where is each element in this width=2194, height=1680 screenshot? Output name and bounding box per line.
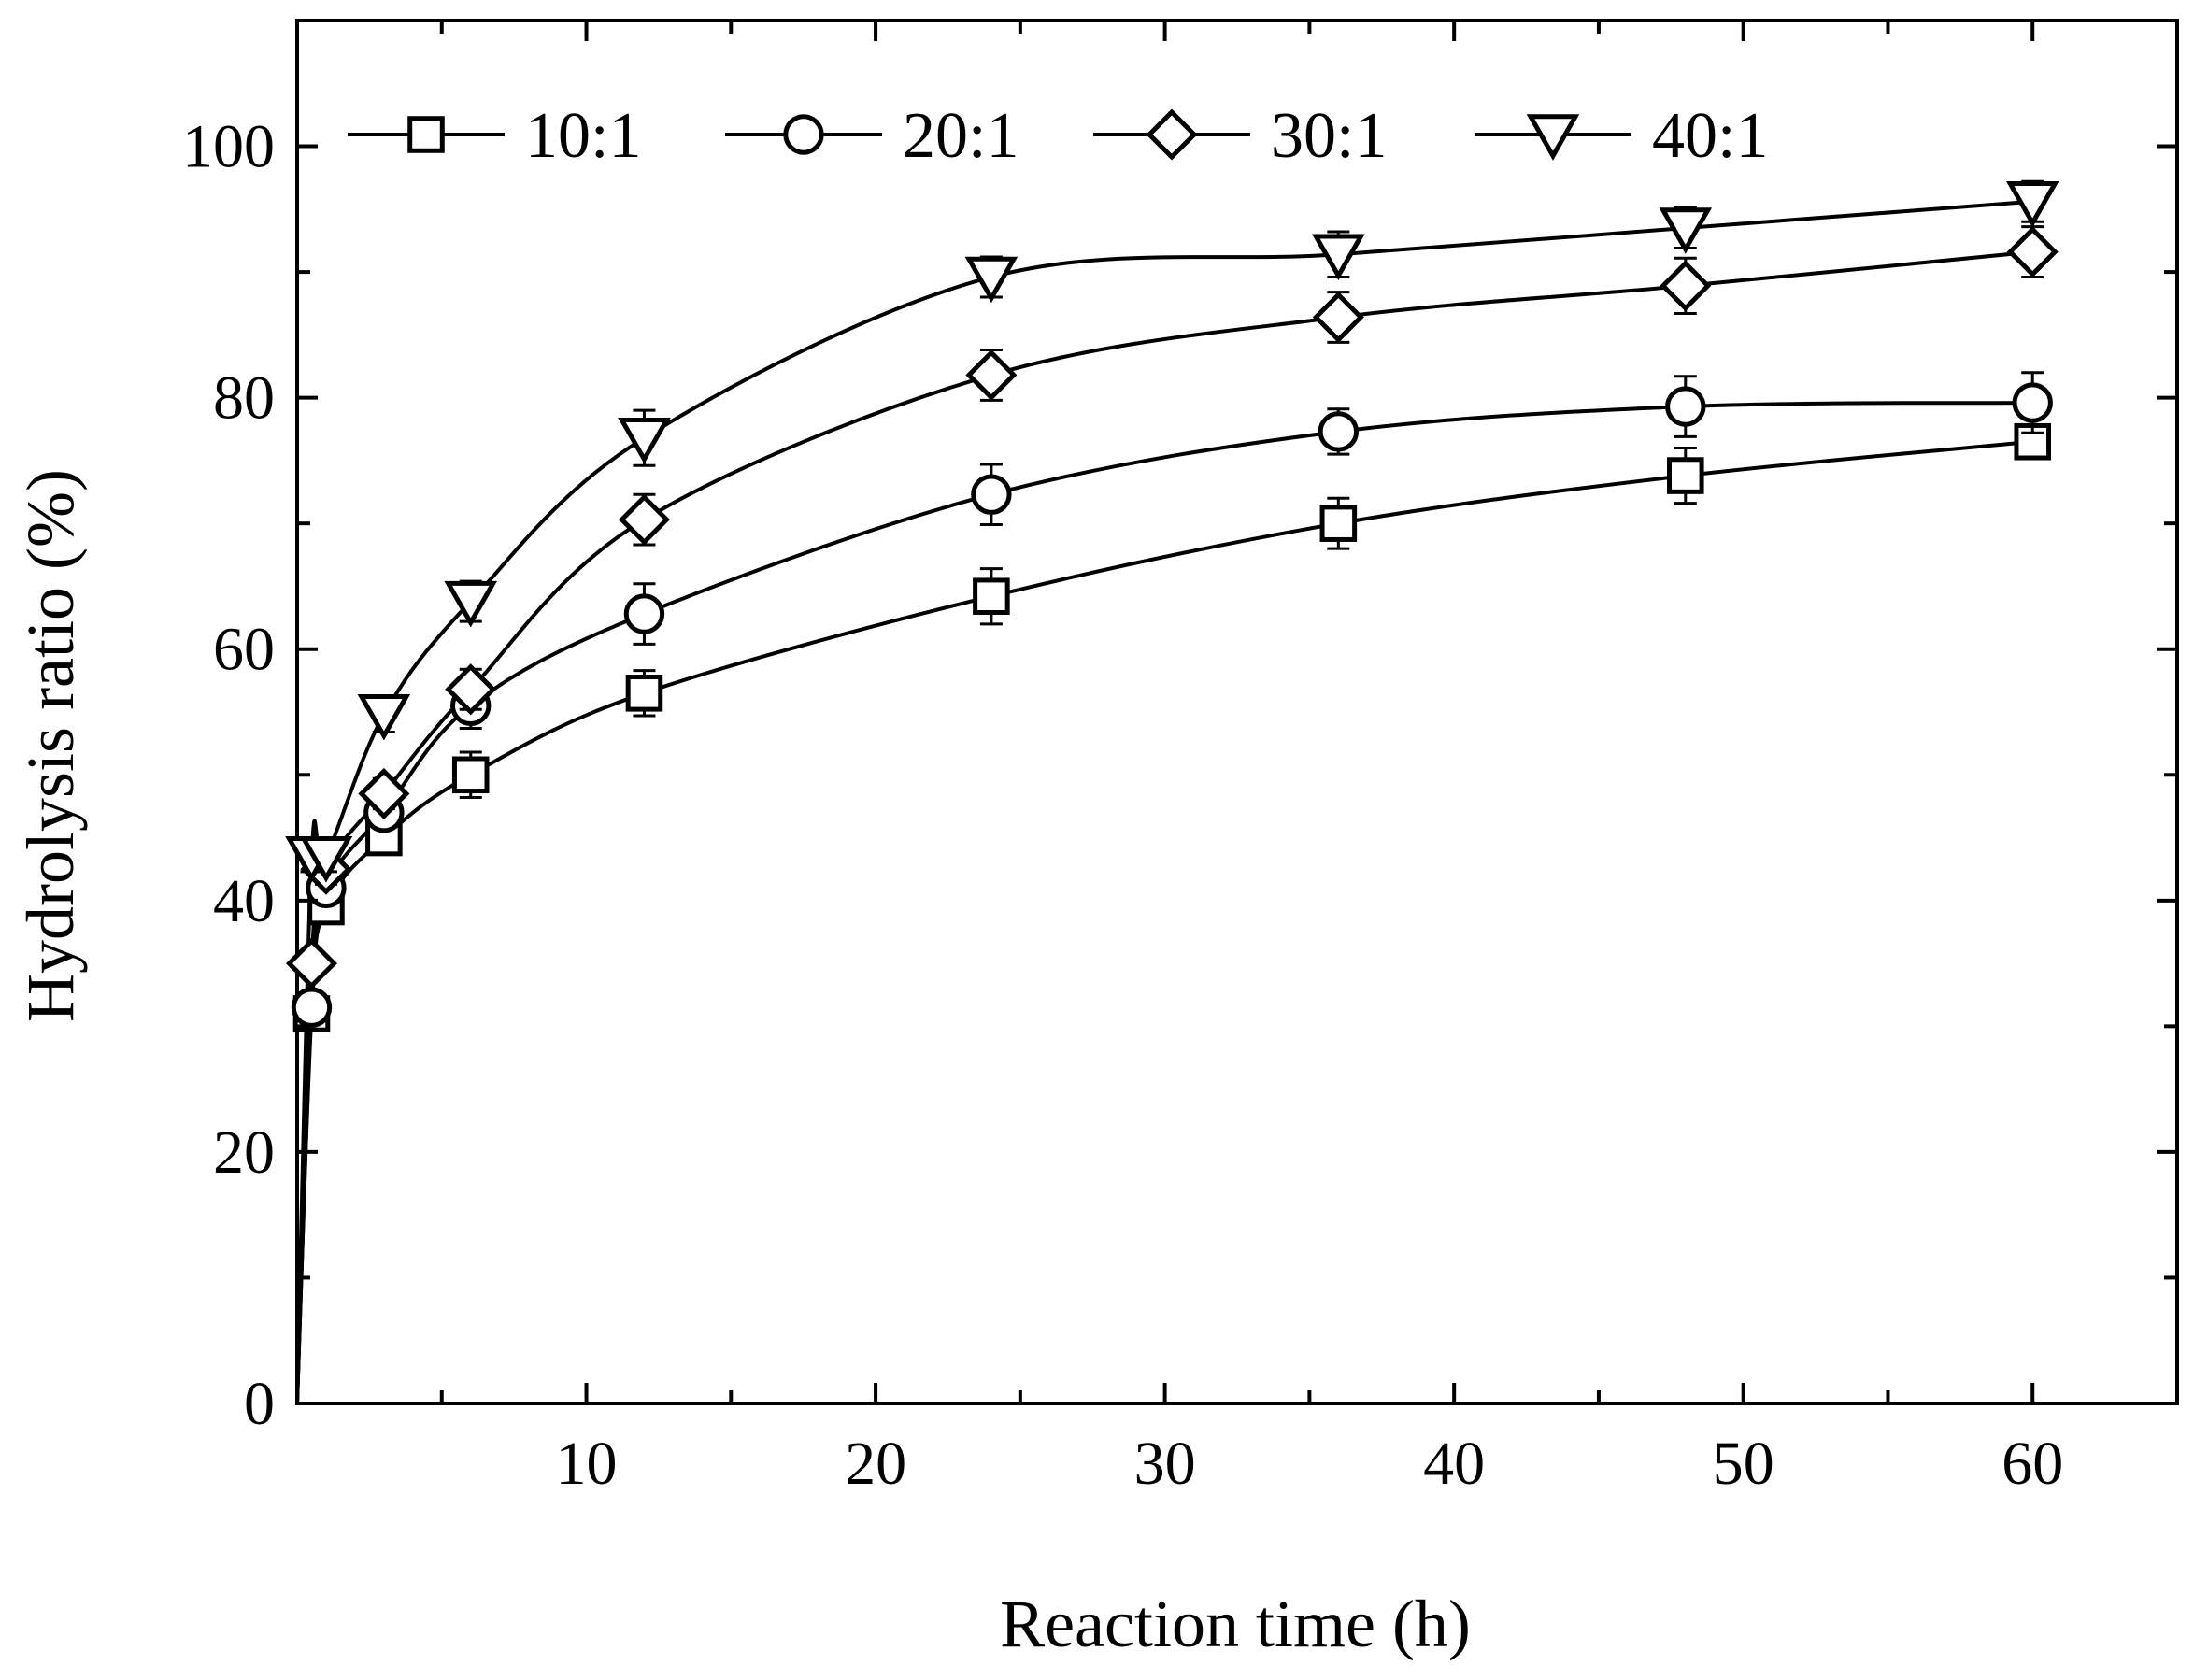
data-point <box>2006 226 2059 278</box>
legend-marker <box>783 114 824 155</box>
data-point <box>618 417 671 464</box>
legend-label-40:1: 40:1 <box>1652 100 1768 172</box>
data-point <box>625 675 663 712</box>
legend-marker <box>1146 108 1198 161</box>
data-point <box>623 593 665 634</box>
data-point <box>285 937 338 989</box>
y-tick-label: 0 <box>244 1370 275 1438</box>
x-tick-label: 40 <box>1423 1430 1485 1498</box>
y-tick-label: 40 <box>213 867 275 935</box>
data-point <box>451 756 490 794</box>
data-point <box>973 577 1010 615</box>
data-point <box>1318 411 1360 452</box>
series-line-20:1 <box>295 401 2033 1404</box>
data-point <box>299 836 353 883</box>
data-point <box>964 256 1019 304</box>
legend-marker <box>1526 114 1580 161</box>
data-point <box>358 767 410 819</box>
data-point <box>1312 291 1364 344</box>
data-point <box>1660 260 1712 312</box>
data-point <box>445 663 497 716</box>
data-point <box>357 693 411 741</box>
x-tick-label: 50 <box>1713 1430 1774 1498</box>
legend-label-30:1: 30:1 <box>1271 100 1387 172</box>
data-point <box>965 349 1018 401</box>
legend-label-20:1: 20:1 <box>903 100 1019 172</box>
data-point <box>2005 181 2059 228</box>
x-tick-label: 60 <box>2002 1430 2063 1498</box>
data-point <box>1659 207 1713 254</box>
y-tick-label: 20 <box>213 1118 275 1187</box>
y-axis-title: Hydrolysis ratio (%) <box>13 469 88 1022</box>
data-point <box>1319 505 1358 542</box>
data-point <box>1667 457 1704 494</box>
plot-area-frame <box>295 19 2179 1405</box>
x-tick-label: 30 <box>1134 1430 1196 1498</box>
y-tick-label: 80 <box>213 364 275 433</box>
y-tick-label: 60 <box>213 616 275 684</box>
data-point <box>291 987 333 1028</box>
series-line-10:1 <box>295 439 2033 1404</box>
y-tick-label: 100 <box>182 113 275 181</box>
data-point <box>2012 382 2053 423</box>
series-line-40:1 <box>295 199 2033 1404</box>
x-axis-title: Reaction time (h) <box>1000 1587 1471 1661</box>
data-point <box>971 474 1012 515</box>
series-line-30:1 <box>295 249 2033 1404</box>
x-tick-label: 20 <box>845 1430 906 1498</box>
x-tick-label: 10 <box>556 1430 618 1498</box>
data-point <box>1665 386 1706 427</box>
data-point <box>1312 234 1365 281</box>
legend-label-10:1: 10:1 <box>525 100 641 172</box>
legend-marker <box>407 116 445 153</box>
data-point <box>444 580 498 628</box>
data-point <box>618 493 670 546</box>
